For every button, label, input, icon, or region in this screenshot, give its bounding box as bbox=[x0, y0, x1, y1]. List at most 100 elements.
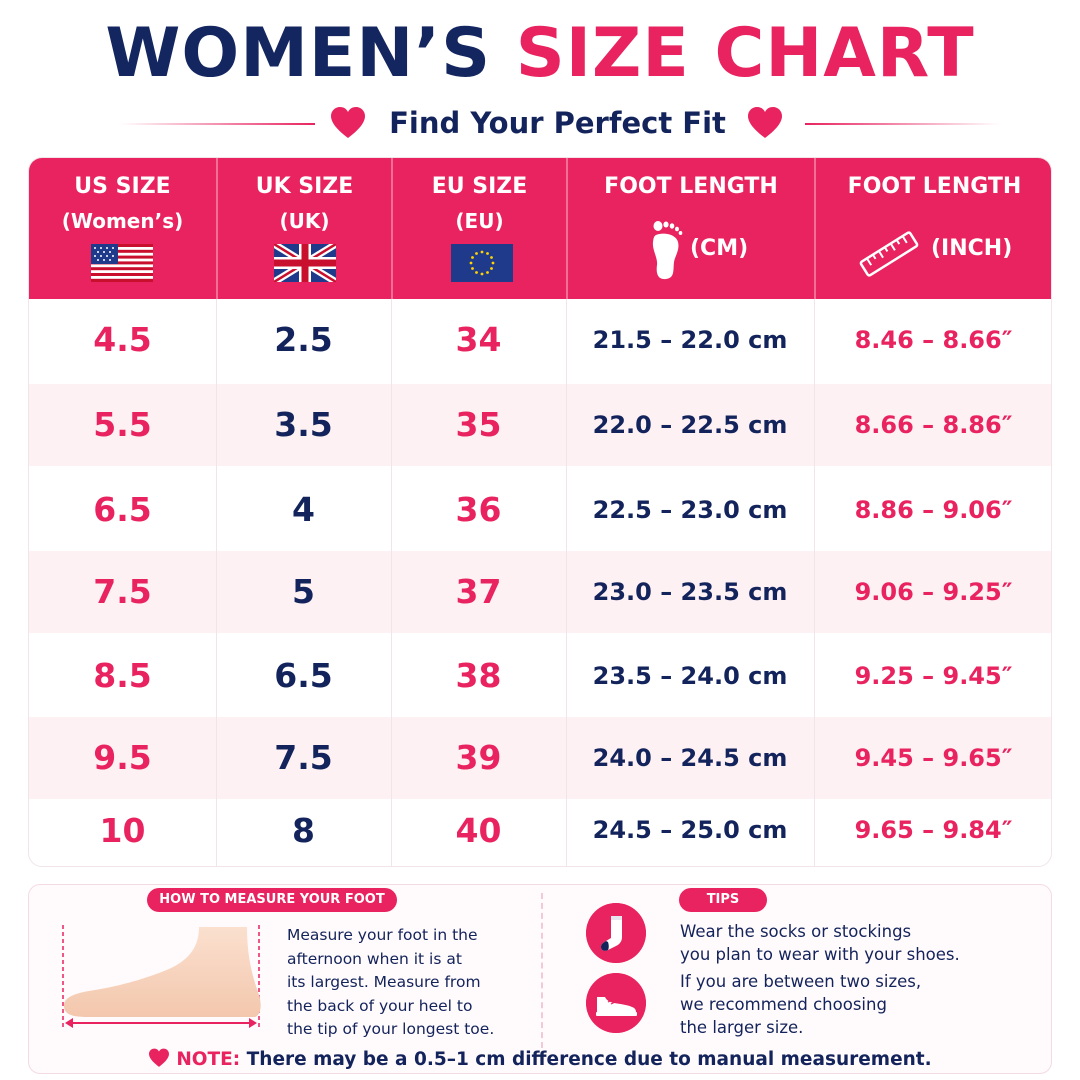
foot-length-cm-cell: 22.0 – 22.5 cm bbox=[592, 411, 788, 439]
foot-length-inch-cell: 8.46 – 8.66″ bbox=[854, 326, 1013, 354]
measure-line: its largest. Measure from bbox=[287, 973, 481, 991]
subtitle-divider-right bbox=[805, 123, 1000, 125]
heart-icon bbox=[748, 107, 782, 138]
uk-size-cell: 2.5 bbox=[274, 320, 333, 359]
footprint-icon bbox=[652, 221, 683, 280]
us-size-cell: 8.5 bbox=[93, 656, 152, 695]
eu-size-cell: 37 bbox=[455, 572, 502, 611]
us-size-cell: 4.5 bbox=[93, 320, 152, 359]
tip-line: Wear the socks or stockings bbox=[680, 922, 912, 941]
table-row: 10 8 40 24.5 – 25.0 cm 9.65 – 9.84″ bbox=[29, 793, 1051, 866]
page-title: WOMEN’S SIZE CHART bbox=[0, 8, 1080, 100]
note: NOTE: There may be a 0.5–1 cm difference… bbox=[0, 1044, 1080, 1076]
column-divider bbox=[566, 299, 567, 866]
tips-badge: TIPS bbox=[679, 888, 767, 912]
uk-size-cell: 3.5 bbox=[274, 405, 333, 444]
eu-flag-icon bbox=[451, 244, 513, 282]
column-header-title: FOOT LENGTH bbox=[847, 174, 1022, 199]
ruler-icon bbox=[859, 231, 919, 277]
column-header-foot-length-cm: FOOT LENGTH (CM) bbox=[566, 158, 814, 299]
uk-flag-icon bbox=[274, 244, 336, 282]
measure-instructions: Measure your foot in the afternoon when … bbox=[287, 924, 527, 1042]
column-header-subtitle: (UK) bbox=[279, 209, 330, 233]
column-header-eu: EU SIZE (EU) bbox=[391, 158, 566, 299]
note-text: There may be a 0.5–1 cm difference due t… bbox=[246, 1049, 932, 1070]
us-size-cell: 5.5 bbox=[93, 405, 152, 444]
column-header-uk: UK SIZE (UK) bbox=[216, 158, 391, 299]
foot-length-inch-cell: 9.65 – 9.84″ bbox=[854, 816, 1013, 844]
info-panel: HOW TO MEASURE YOUR FOOT Measure your fo… bbox=[28, 884, 1052, 1074]
uk-size-cell: 4 bbox=[292, 490, 315, 529]
eu-size-cell: 38 bbox=[455, 656, 502, 695]
column-header-title: FOOT LENGTH bbox=[604, 174, 778, 199]
size-chart-table: US SIZE (Women’s) bbox=[28, 157, 1052, 867]
tip-item: If you are between two sizes, we recomme… bbox=[680, 970, 1000, 1039]
table-header: US SIZE (Women’s) bbox=[29, 158, 1051, 299]
column-divider bbox=[814, 299, 815, 866]
column-header-subtitle: (EU) bbox=[455, 209, 504, 233]
info-divider bbox=[541, 893, 543, 1048]
table-row: 4.5 2.5 34 21.5 – 22.0 cm 8.46 – 8.66″ bbox=[29, 299, 1051, 381]
title-womens: WOMEN’S bbox=[105, 14, 492, 93]
uk-size-cell: 7.5 bbox=[274, 738, 333, 777]
foot-length-cm-cell: 24.0 – 24.5 cm bbox=[592, 744, 788, 772]
us-size-cell: 6.5 bbox=[93, 490, 152, 529]
subtitle-row: Find Your Perfect Fit bbox=[0, 100, 1080, 146]
us-size-cell: 9.5 bbox=[93, 738, 152, 777]
tip-line: you plan to wear with your shoes. bbox=[680, 945, 960, 964]
column-header-title: EU SIZE bbox=[431, 174, 528, 199]
measure-line: Measure your foot in the bbox=[287, 926, 478, 944]
tip-line: we recommend choosing bbox=[680, 995, 887, 1014]
foot-length-inch-cell: 8.66 – 8.86″ bbox=[854, 411, 1013, 439]
shoe-icon bbox=[586, 973, 646, 1033]
foot-length-inch-cell: 9.45 – 9.65″ bbox=[854, 744, 1013, 772]
foot-length-cm-cell: 21.5 – 22.0 cm bbox=[592, 326, 788, 354]
eu-size-cell: 39 bbox=[455, 738, 502, 777]
foot-length-cm-cell: 23.0 – 23.5 cm bbox=[592, 578, 788, 606]
column-header-foot-length-inch: FOOT LENGTH (INCH) bbox=[814, 158, 1051, 299]
column-header-unit: (CM) bbox=[690, 236, 749, 261]
uk-size-cell: 5 bbox=[292, 572, 315, 611]
us-size-cell: 7.5 bbox=[93, 572, 152, 611]
heart-icon bbox=[149, 1048, 170, 1067]
eu-size-cell: 35 bbox=[455, 405, 502, 444]
tip-item: Wear the socks or stockings you plan to … bbox=[680, 920, 1000, 966]
measure-line: the back of your heel to bbox=[287, 996, 473, 1015]
note-label: NOTE: bbox=[176, 1049, 241, 1070]
foot-length-cm-cell: 23.5 – 24.0 cm bbox=[592, 662, 788, 690]
heart-icon bbox=[331, 107, 365, 138]
foot-length-cm-cell: 22.5 – 23.0 cm bbox=[592, 496, 788, 524]
tip-line: If you are between two sizes, bbox=[680, 972, 922, 991]
column-header-us: US SIZE (Women’s) bbox=[29, 158, 216, 299]
table-row: 7.5 5 37 23.0 – 23.5 cm 9.06 – 9.25″ bbox=[29, 551, 1051, 633]
title-size-chart: SIZE CHART bbox=[515, 14, 975, 93]
column-header-unit: (INCH) bbox=[931, 236, 1013, 261]
subtitle-divider-left bbox=[120, 123, 315, 125]
foot-length-inch-cell: 9.25 – 9.45″ bbox=[854, 662, 1013, 690]
column-header-title: UK SIZE bbox=[255, 174, 354, 199]
measure-line: afternoon when it is at bbox=[287, 949, 462, 968]
eu-size-cell: 36 bbox=[455, 490, 502, 529]
column-header-title: US SIZE bbox=[74, 174, 171, 199]
us-flag-icon bbox=[91, 244, 153, 282]
foot-length-inch-cell: 9.06 – 9.25″ bbox=[854, 578, 1013, 606]
foot-measure-icon bbox=[62, 925, 261, 1029]
column-header-subtitle: (Women’s) bbox=[61, 209, 184, 233]
how-to-measure-badge: HOW TO MEASURE YOUR FOOT bbox=[147, 888, 397, 912]
table-row: 9.5 7.5 39 24.0 – 24.5 cm 9.45 – 9.65″ bbox=[29, 717, 1051, 799]
eu-size-cell: 40 bbox=[455, 811, 502, 850]
eu-size-cell: 34 bbox=[455, 320, 502, 359]
subtitle: Find Your Perfect Fit bbox=[389, 106, 726, 140]
column-divider bbox=[391, 299, 392, 866]
us-size-cell: 10 bbox=[99, 811, 146, 850]
table-row: 5.5 3.5 35 22.0 – 22.5 cm 8.66 – 8.86″ bbox=[29, 384, 1051, 466]
sock-icon bbox=[586, 903, 646, 963]
uk-size-cell: 6.5 bbox=[274, 656, 333, 695]
tip-line: the larger size. bbox=[680, 1018, 804, 1037]
table-row: 6.5 4 36 22.5 – 23.0 cm 8.86 – 9.06″ bbox=[29, 469, 1051, 551]
measure-line: the tip of your longest toe. bbox=[287, 1020, 495, 1038]
foot-length-inch-cell: 8.86 – 9.06″ bbox=[854, 496, 1013, 524]
table-row: 8.5 6.5 38 23.5 – 24.0 cm 9.25 – 9.45″ bbox=[29, 635, 1051, 717]
uk-size-cell: 8 bbox=[292, 811, 315, 850]
foot-length-cm-cell: 24.5 – 25.0 cm bbox=[592, 816, 788, 844]
